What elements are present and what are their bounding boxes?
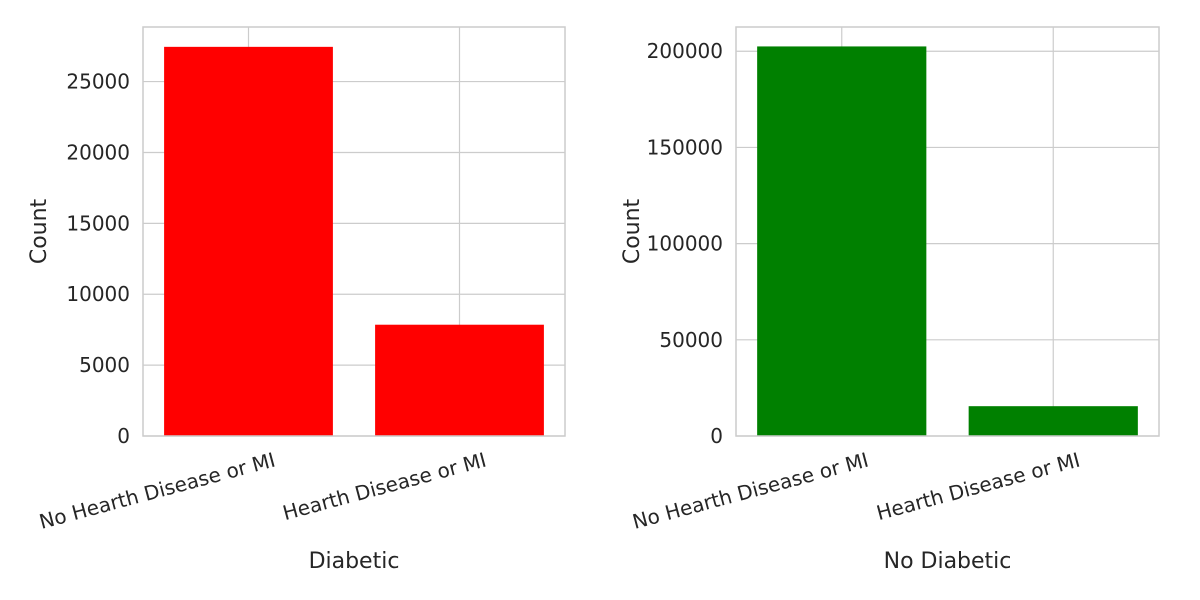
- x-axis-label: Diabetic: [309, 549, 400, 574]
- y-tick-label: 100000: [647, 232, 723, 256]
- y-tick-label: 200000: [647, 39, 723, 63]
- bar-hearth-disease: [375, 324, 544, 436]
- y-tick-label: 10000: [66, 282, 130, 306]
- y-axis-label: Count: [620, 198, 645, 264]
- y-tick-label: 150000: [647, 135, 723, 159]
- x-axis-label: No Diabetic: [884, 549, 1012, 574]
- bar-hearth-disease: [968, 406, 1138, 436]
- y-tick-label: 0: [117, 424, 130, 448]
- y-tick-label: 0: [710, 424, 723, 448]
- y-tick-label: 20000: [66, 140, 130, 164]
- plot-frame: [735, 26, 1160, 437]
- plot-frame: [142, 26, 566, 437]
- x-tick-label: No Hearth Disease or MI: [37, 448, 278, 534]
- right-panel-no-diabetic: 0 50000 100000 150000 200000 No Hearth Diseas…: [620, 26, 1160, 574]
- x-tick-label: Hearth Disease or MI: [280, 448, 489, 525]
- bar-no-hearth-disease: [164, 46, 333, 437]
- y-tick-label: 50000: [659, 328, 723, 352]
- y-tick-label: 25000: [66, 70, 130, 94]
- y-tick-label: 15000: [66, 211, 130, 235]
- y-tick-label: 5000: [79, 353, 130, 377]
- left-panel-diabetic: 0 5000 10000 15000 20000 25000 No Hearth Disea…: [27, 26, 566, 574]
- y-axis-label: Count: [27, 198, 52, 264]
- x-tick-label: No Hearth Disease or MI: [630, 448, 871, 534]
- x-tick-label: Hearth Disease or MI: [874, 448, 1083, 525]
- bar-no-hearth-disease: [757, 46, 927, 436]
